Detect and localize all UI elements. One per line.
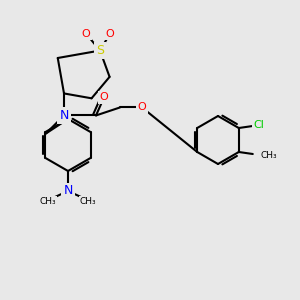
Text: Cl: Cl	[253, 120, 264, 130]
Text: CH₃: CH₃	[40, 196, 56, 206]
Text: CH₃: CH₃	[261, 151, 278, 160]
Text: O: O	[138, 102, 146, 112]
Text: N: N	[59, 109, 69, 122]
Text: CH₃: CH₃	[80, 196, 96, 206]
Text: N: N	[63, 184, 73, 197]
Text: S: S	[96, 44, 104, 57]
Text: O: O	[82, 28, 90, 39]
Text: O: O	[100, 92, 108, 102]
Text: O: O	[106, 28, 114, 39]
